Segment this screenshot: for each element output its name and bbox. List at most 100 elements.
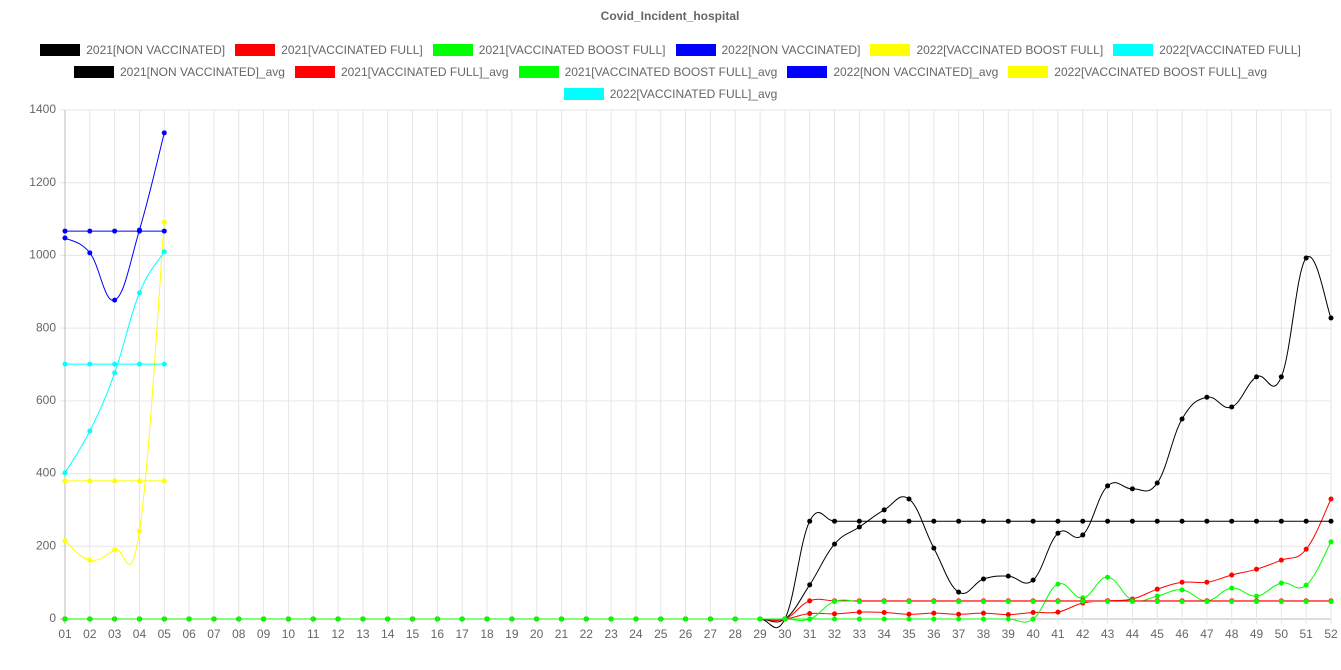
- legend-item[interactable]: 2022[NON VACCINATED]_avg: [787, 61, 998, 83]
- data-point: [583, 616, 589, 622]
- series-line: [65, 541, 1332, 623]
- data-point: [360, 616, 366, 622]
- data-point: [1204, 518, 1210, 524]
- data-point: [236, 616, 242, 622]
- data-point: [856, 518, 862, 524]
- data-point: [136, 616, 142, 622]
- data-point: [112, 361, 118, 367]
- x-tick-label: 18: [480, 627, 494, 641]
- data-point: [956, 589, 962, 595]
- data-point: [807, 616, 813, 622]
- x-tick-label: 36: [927, 627, 941, 641]
- legend-label: 2021[VACCINATED FULL]_avg: [340, 65, 509, 79]
- data-point: [558, 616, 564, 622]
- legend-item[interactable]: 2021[NON VACCINATED]_avg: [73, 61, 285, 83]
- data-point: [906, 616, 912, 622]
- legend-item[interactable]: 2021[VACCINATED FULL]_avg: [294, 61, 509, 83]
- data-point: [112, 297, 118, 303]
- data-point: [1055, 599, 1061, 605]
- x-tick-label: 32: [828, 627, 842, 641]
- data-point: [1055, 609, 1061, 615]
- data-point: [1229, 599, 1235, 605]
- legend-item[interactable]: 2021[VACCINATED FULL]: [235, 39, 423, 61]
- data-point: [87, 616, 93, 622]
- data-point: [161, 616, 167, 622]
- data-point: [881, 599, 887, 605]
- data-point: [112, 547, 118, 553]
- data-point: [136, 528, 142, 534]
- data-point: [87, 428, 93, 434]
- data-point: [1055, 530, 1061, 536]
- data-point: [1129, 518, 1135, 524]
- data-point: [1254, 599, 1260, 605]
- legend-swatch: [518, 66, 559, 78]
- x-tick-label: 12: [331, 627, 345, 641]
- data-point: [1080, 518, 1086, 524]
- x-tick-label: 52: [1324, 627, 1338, 641]
- legend-label: 2021[VACCINATED BOOST FULL]_avg: [564, 65, 778, 79]
- x-tick-label: 11: [307, 627, 320, 641]
- data-point: [757, 616, 763, 622]
- data-point: [112, 616, 118, 622]
- x-tick-label: 29: [753, 627, 767, 641]
- legend-swatch: [1113, 44, 1154, 56]
- data-point: [62, 228, 68, 234]
- data-point: [410, 616, 416, 622]
- legend-item[interactable]: 2021[VACCINATED BOOST FULL]: [432, 39, 666, 61]
- series-line: [65, 512, 1331, 629]
- data-point: [136, 361, 142, 367]
- data-point: [161, 219, 167, 225]
- legend-item[interactable]: 2022[VACCINATED FULL]: [1113, 39, 1301, 61]
- data-point: [931, 616, 937, 622]
- legend-item[interactable]: 2022[VACCINATED BOOST FULL]_avg: [1008, 61, 1267, 83]
- series-line: [65, 599, 1331, 622]
- x-tick-label: 09: [257, 627, 271, 641]
- data-point: [683, 616, 689, 622]
- x-tick-label: 48: [1225, 627, 1239, 641]
- data-point: [1328, 599, 1334, 605]
- legend-item[interactable]: 2022[VACCINATED FULL]_avg: [563, 83, 778, 105]
- legend-swatch: [40, 44, 81, 56]
- data-point: [856, 599, 862, 605]
- data-point: [1254, 374, 1260, 380]
- legend-item[interactable]: 2021[NON VACCINATED]: [40, 39, 225, 61]
- x-tick-label: 51: [1299, 627, 1313, 641]
- data-point: [112, 370, 118, 376]
- data-point: [980, 599, 986, 605]
- data-point: [906, 611, 912, 617]
- data-point: [1278, 518, 1284, 524]
- data-point: [211, 616, 217, 622]
- legend-item[interactable]: 2021[VACCINATED BOOST FULL]_avg: [518, 61, 778, 83]
- data-point: [484, 616, 490, 622]
- legend-item[interactable]: 2022[NON VACCINATED]: [675, 39, 860, 61]
- data-point: [186, 616, 192, 622]
- data-point: [161, 130, 167, 136]
- data-point: [1080, 599, 1086, 605]
- x-tick-label: 38: [977, 627, 991, 641]
- x-tick-label: 15: [406, 627, 420, 641]
- series-line: [65, 255, 1332, 623]
- data-point: [136, 478, 142, 484]
- legend-item[interactable]: 2022[VACCINATED BOOST FULL]: [870, 39, 1103, 61]
- data-point: [62, 616, 68, 622]
- x-tick-label: 28: [729, 627, 743, 641]
- x-tick-label: 10: [282, 627, 296, 641]
- data-point: [1129, 599, 1135, 605]
- x-tick-label: 22: [580, 627, 594, 641]
- legend-label: 2022[VACCINATED FULL]_avg: [609, 87, 778, 101]
- x-tick-label: 49: [1250, 627, 1264, 641]
- data-point: [1303, 599, 1309, 605]
- y-tick-label: 1200: [29, 175, 56, 189]
- data-point: [136, 228, 142, 234]
- data-point: [1229, 518, 1235, 524]
- data-point: [1278, 599, 1284, 605]
- data-point: [1303, 546, 1309, 552]
- x-tick-label: 23: [604, 627, 618, 641]
- data-point: [1154, 586, 1160, 592]
- data-point: [161, 228, 167, 234]
- data-point: [906, 496, 912, 502]
- data-point: [832, 616, 838, 622]
- data-point: [1105, 518, 1111, 524]
- x-tick-label: 05: [158, 627, 172, 641]
